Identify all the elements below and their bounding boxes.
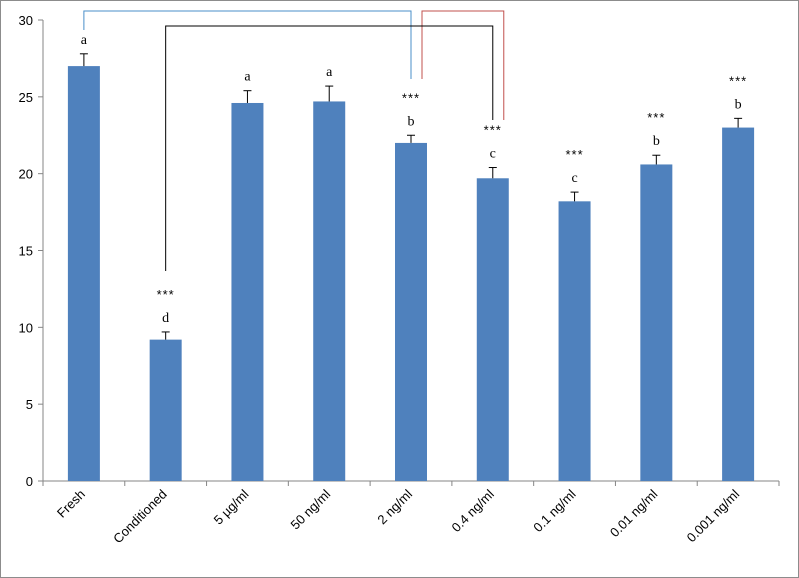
significance-letter: b (653, 134, 660, 149)
bar (476, 178, 509, 481)
bar (149, 339, 182, 481)
comparison-bracket (165, 25, 494, 271)
y-tick-label: 25 (19, 90, 33, 105)
category-label: 2 ng/ml (374, 486, 415, 527)
comparison-bracket (83, 10, 412, 79)
brackets-group (83, 10, 505, 271)
category-label: 0.1 ng/ml (530, 486, 578, 534)
significance-stars: *** (157, 287, 175, 302)
comparison-bracket (421, 10, 505, 120)
bar (395, 142, 427, 481)
y-tick-label: 30 (19, 13, 33, 28)
significance-letter: c (490, 147, 496, 162)
significance-letter: d (162, 311, 169, 326)
category-label: Fresh (54, 487, 88, 521)
significance-letter: a (326, 65, 333, 80)
significance-stars: *** (565, 147, 583, 162)
y-tick-label: 15 (19, 244, 33, 259)
significance-letter: a (81, 33, 88, 48)
bar (313, 101, 346, 482)
y-tick-label: 0 (26, 474, 33, 489)
significance-stars: *** (484, 123, 502, 138)
bar (558, 201, 591, 481)
y-tick-label: 5 (26, 397, 33, 412)
significance-letter: b (408, 114, 415, 129)
category-label: 0.4 ng/ml (448, 486, 496, 534)
significance-stars: *** (402, 90, 420, 105)
category-label: 5 µg/ml (211, 486, 252, 527)
bar (722, 127, 755, 482)
category-label: Conditioned (110, 487, 170, 547)
category-label: 50 ng/ml (287, 486, 333, 532)
bar (67, 66, 100, 481)
category-label: 0.01 ng/ml (607, 486, 661, 540)
bar (231, 102, 264, 481)
significance-letter: b (735, 97, 742, 112)
y-tick-label: 20 (19, 167, 33, 182)
bars-group (67, 53, 755, 482)
bar (640, 164, 673, 482)
y-tick-label: 10 (19, 320, 33, 335)
significance-letter: a (244, 70, 251, 85)
significance-stars: *** (647, 110, 665, 125)
category-label: 0.001 ng/ml (684, 486, 743, 545)
significance-stars: *** (729, 73, 747, 88)
significance-letter: c (571, 171, 577, 186)
